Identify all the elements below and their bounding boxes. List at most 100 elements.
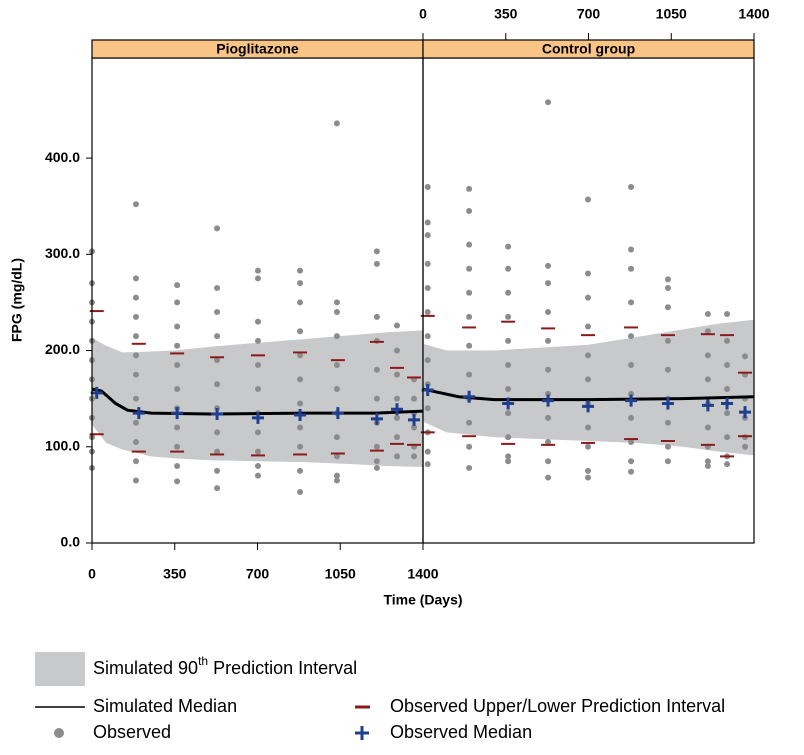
observed-point — [214, 485, 221, 492]
observed-point — [545, 414, 552, 421]
observed-point — [132, 458, 139, 465]
observed-point — [545, 458, 552, 465]
observed-point — [664, 458, 671, 465]
observed-point — [466, 241, 473, 248]
observed-point — [628, 468, 635, 475]
observed-median — [132, 407, 145, 420]
observed-point — [132, 333, 139, 340]
x-tick-label: 350 — [494, 6, 518, 22]
strip-title: Pioglitazone — [216, 41, 299, 57]
observed-median — [171, 407, 184, 420]
observed-point — [545, 337, 552, 344]
observed-point — [174, 299, 181, 306]
observed-point — [424, 219, 431, 226]
observed-point — [466, 342, 473, 349]
observed-point — [174, 361, 181, 368]
observed-point — [174, 443, 181, 450]
observed-point — [466, 208, 473, 215]
y-tick-label: 300.0 — [45, 245, 80, 261]
observed-point — [628, 333, 635, 340]
observed-point — [393, 453, 400, 460]
observed-point — [505, 410, 512, 417]
observed-point — [585, 270, 592, 277]
observed-point — [628, 299, 635, 306]
observed-point — [466, 371, 473, 378]
legend-swatch — [35, 652, 85, 686]
observed-point — [333, 477, 340, 484]
observed-point — [585, 352, 592, 359]
observed-point — [466, 289, 473, 296]
legend-swatch — [54, 728, 64, 738]
observed-point — [664, 337, 671, 344]
observed-point — [214, 225, 221, 232]
observed-median — [211, 408, 224, 421]
observed-median — [408, 413, 421, 426]
observed-point — [704, 424, 711, 431]
observed-point — [214, 333, 221, 340]
observed-median — [294, 409, 307, 422]
x-tick-label: 350 — [163, 566, 187, 582]
x-tick-label: 700 — [577, 6, 601, 22]
observed-point — [424, 405, 431, 412]
observed-point — [132, 313, 139, 320]
observed-point — [393, 414, 400, 421]
observed-point — [174, 424, 181, 431]
observed-point — [297, 424, 304, 431]
observed-point — [333, 434, 340, 441]
observed-point — [333, 453, 340, 460]
observed-point — [254, 386, 261, 393]
observed-point — [333, 120, 340, 127]
observed-point — [664, 366, 671, 373]
observed-point — [585, 376, 592, 383]
observed-point — [297, 400, 304, 407]
observed-point — [628, 265, 635, 272]
observed-median — [251, 411, 264, 424]
observed-point — [393, 347, 400, 354]
observed-point — [424, 183, 431, 190]
observed-point — [424, 461, 431, 468]
observed-median — [582, 400, 595, 413]
observed-point — [132, 419, 139, 426]
observed-point — [466, 313, 473, 320]
observed-point — [664, 276, 671, 283]
y-tick-label: 100.0 — [45, 437, 80, 453]
observed-point — [297, 328, 304, 335]
observed-point — [585, 443, 592, 450]
observed-point — [505, 434, 512, 441]
observed-point — [505, 458, 512, 465]
observed-point — [742, 443, 749, 450]
observed-point — [724, 337, 731, 344]
observed-point — [545, 474, 552, 481]
x-tick-label: 1400 — [738, 6, 769, 22]
observed-point — [174, 342, 181, 349]
observed-point — [333, 386, 340, 393]
observed-point — [545, 366, 552, 373]
observed-point — [333, 333, 340, 340]
observed-point — [297, 488, 304, 495]
y-tick-label: 200.0 — [45, 341, 80, 357]
observed-point — [132, 294, 139, 301]
legend-label: Observed Upper/Lower Prediction Interval — [390, 696, 725, 716]
observed-point — [132, 438, 139, 445]
observed-median — [701, 399, 714, 412]
observed-median — [542, 394, 555, 407]
observed-point — [505, 243, 512, 250]
observed-point — [373, 395, 380, 402]
observed-point — [466, 443, 473, 450]
observed-point — [333, 472, 340, 479]
observed-median — [90, 386, 103, 399]
observed-point — [297, 376, 304, 383]
simulated-median — [422, 387, 755, 402]
observed-point — [466, 464, 473, 471]
observed-point — [373, 248, 380, 255]
observed-point — [628, 361, 635, 368]
observed-point — [466, 265, 473, 272]
observed-point — [254, 318, 261, 325]
observed-point — [254, 472, 261, 479]
observed-point — [333, 299, 340, 306]
observed-point — [724, 386, 731, 393]
observed-point — [466, 419, 473, 426]
observed-point — [628, 414, 635, 421]
prediction-band — [423, 319, 754, 456]
